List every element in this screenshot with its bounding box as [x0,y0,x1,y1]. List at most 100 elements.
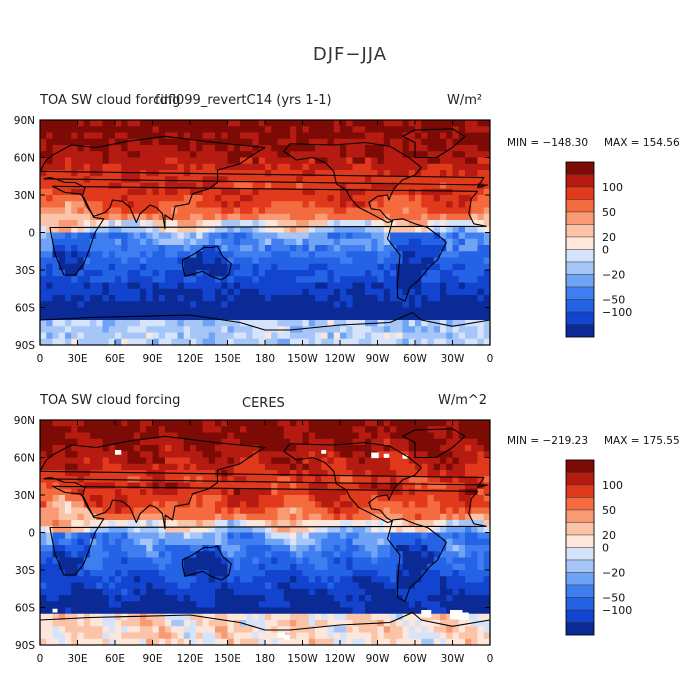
field-cell [65,601,72,608]
field-cell [108,145,116,152]
field-cell [202,207,210,215]
field-cell [452,157,460,165]
field-cell [133,182,141,190]
field-cell [146,332,153,340]
field-cell [346,132,353,140]
field-cell [290,151,297,158]
field-cell [346,120,353,127]
field-cell [58,307,66,315]
field-cell [183,251,191,258]
field-cell [258,151,266,158]
field-cell [458,582,466,590]
field-cell [465,201,472,208]
field-cell [277,301,285,308]
field-cell [433,195,441,202]
field-cell [477,332,485,340]
field-cell [283,238,291,246]
field-cell [71,126,78,133]
field-cell [227,126,235,133]
field-cell [377,220,385,227]
field-cell [483,213,491,221]
field-cell [383,476,391,483]
field-cell [240,570,247,577]
field-cell [46,607,53,615]
field-cell [96,576,103,583]
field-cell [158,338,166,346]
field-cell [452,545,460,552]
field-cell [296,220,303,227]
field-cell [133,551,141,558]
field-cell [465,282,472,290]
field-cell [277,588,285,596]
field-cell [77,557,85,565]
field-cell [383,488,391,496]
field-cell [458,295,466,302]
field-cell [340,557,347,565]
field-cell [133,538,141,546]
field-cell [146,507,153,515]
field-cell [296,338,303,346]
field-cell [108,482,116,490]
field-cell [365,576,372,583]
field-cell [396,563,403,571]
field-cell [258,557,266,565]
field-cell [65,163,72,171]
field-cell [352,263,360,271]
field-cell [477,126,485,133]
field-cell [202,163,210,171]
x-tick-label: 150W [287,353,318,365]
field-cell [440,570,447,577]
field-cell [121,207,128,215]
field-cell [121,513,128,521]
field-cell [327,563,335,571]
field-cell [296,463,303,471]
field-cell [315,182,322,190]
field-cell [365,532,372,540]
field-cell [96,332,103,340]
field-cell [127,213,135,221]
field-cell [433,526,441,533]
field-cell [340,251,347,258]
field-cell [196,245,203,252]
field-cell [190,245,197,252]
field-cell [302,220,310,227]
field-cell [433,201,441,208]
field-cell [346,245,353,252]
field-cell [290,276,297,283]
field-cell [433,451,441,458]
field-cell [246,151,253,158]
field-cell [152,195,160,202]
field-cell [208,495,216,502]
field-cell [215,163,222,171]
field-cell [408,138,416,146]
field-cell [358,282,366,290]
field-cell [252,576,260,583]
field-cell [208,238,216,246]
field-cell [458,320,466,327]
field-cell [452,307,460,315]
field-cell [415,582,422,590]
field-cell [246,195,253,202]
field-cell [233,513,241,521]
field-cell [283,426,291,433]
field-cell [77,332,85,340]
field-cell [471,495,478,502]
field-cell [433,151,441,158]
field-cell [483,482,491,490]
field-cell [271,426,278,433]
field-cell [277,582,285,590]
field-cell [371,295,378,302]
field-cell [371,145,378,152]
field-cell [115,145,122,152]
field-cell [302,538,310,546]
field-cell [433,445,441,452]
field-cell [433,582,441,590]
field-cell [102,270,110,277]
field-cell [383,532,391,540]
field-cell [58,451,66,458]
field-cell [108,282,116,290]
field-cell [321,257,328,265]
field-cell [427,301,435,308]
field-cell [452,338,460,346]
field-cell [296,151,303,158]
